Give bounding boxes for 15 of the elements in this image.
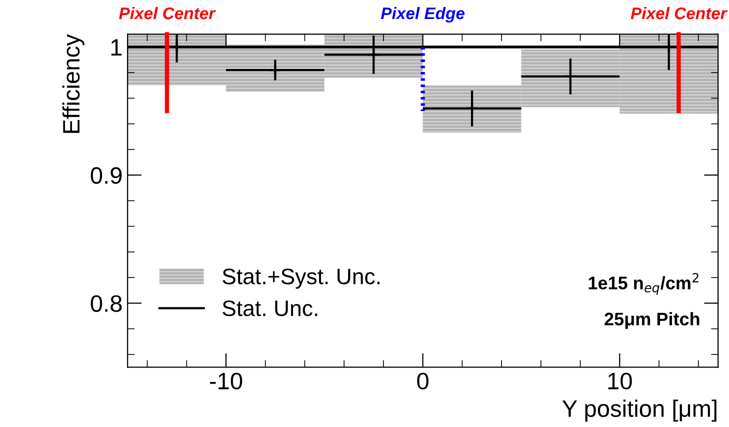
x-tick-label: 10 <box>608 372 632 390</box>
annotation: 1e15 n$_{eq}$/cm$^{2}$ <box>588 272 698 295</box>
y-axis-title: Efficiency <box>62 34 84 133</box>
legend-label: Stat. Unc. <box>222 300 318 316</box>
annotation: 25μm Pitch <box>604 312 700 329</box>
x-axis-title: Y position [μm] <box>562 400 716 422</box>
y-tick-label: 0.8 <box>90 295 122 312</box>
y-tick-label: 0.9 <box>90 167 122 184</box>
x-tick-label: -10 <box>210 372 242 390</box>
series-label: Pixel Center <box>119 6 216 20</box>
series-label: Pixel Edge <box>380 6 465 23</box>
legend-label: Stat.+Syst. Unc. <box>222 268 380 289</box>
x-tick-label: 0 <box>417 372 428 390</box>
y-tick-label: 1 <box>111 39 122 56</box>
series-label: Pixel Center <box>630 6 728 20</box>
